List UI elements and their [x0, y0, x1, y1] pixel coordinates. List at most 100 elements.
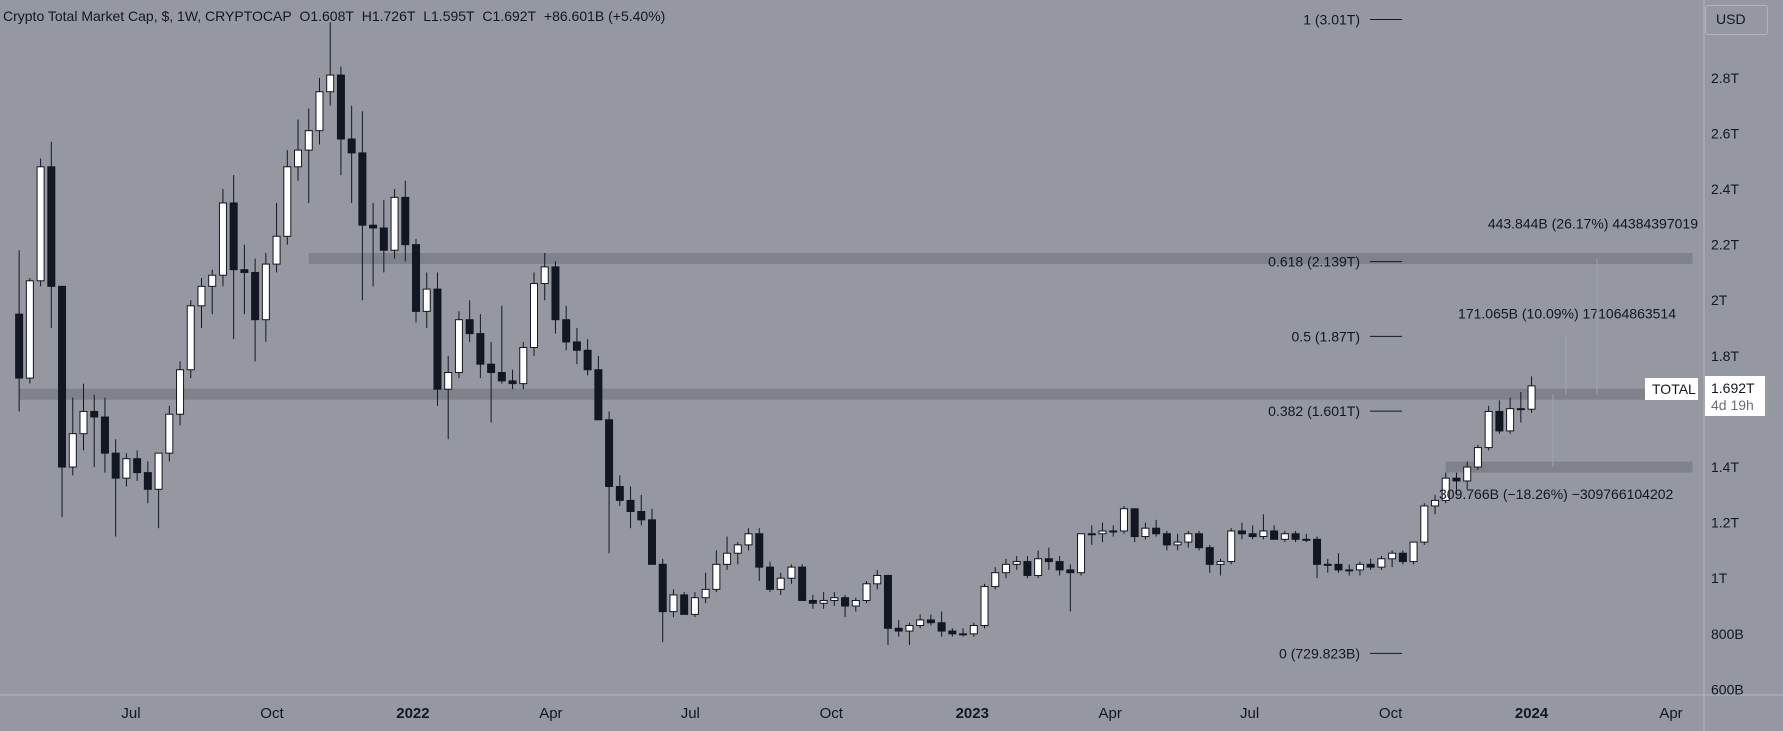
- candle-body: [1119, 508, 1128, 532]
- candle-body: [390, 196, 399, 251]
- candlestick-series: [15, 22, 1536, 645]
- candle-body: [336, 74, 345, 140]
- close-label: C: [482, 8, 493, 24]
- time-tick-label: 2023: [956, 705, 989, 722]
- price-tick-label: 1.2T: [1711, 515, 1739, 531]
- open-label: O: [299, 8, 311, 24]
- candle-body: [894, 627, 903, 632]
- candle-body: [626, 499, 635, 513]
- candle-body: [1398, 552, 1407, 563]
- time-tick-label: Apr: [1659, 705, 1682, 722]
- time-tick-label: Jul: [121, 705, 140, 722]
- symbol-legend: Crypto Total Market Cap, $, 1W, CRYPTOCA…: [3, 8, 665, 24]
- price-tick-label: 800B: [1711, 626, 1744, 642]
- candle-body: [315, 91, 324, 132]
- candle-body: [1216, 561, 1225, 565]
- candle-body: [1259, 530, 1268, 538]
- candle-body: [776, 577, 785, 590]
- candle-body: [540, 266, 549, 285]
- candle-body: [1420, 505, 1429, 543]
- candle-body: [519, 347, 528, 385]
- change-value: +86.601B (+5.40%): [543, 8, 666, 24]
- time-tick-label: Jul: [681, 705, 700, 722]
- candle-body: [1484, 410, 1493, 449]
- candle-body: [25, 280, 34, 379]
- candle-body: [1055, 561, 1064, 571]
- candle-body: [948, 630, 957, 635]
- candle-body: [798, 566, 807, 601]
- candle-body: [476, 333, 485, 365]
- candle-body: [1441, 477, 1450, 501]
- candle-body: [787, 566, 796, 579]
- fibonacci-retracement[interactable]: 1 (3.01T) 0.618 (2.139T) 0.5 (1.87T) 0.382 …: [1268, 11, 1402, 661]
- candle-body: [841, 597, 850, 607]
- candle-body: [808, 599, 817, 604]
- candle-body: [562, 319, 571, 343]
- price-tick-label: 2T: [1711, 292, 1728, 308]
- fib-level-label: 1 (3.01T): [1303, 11, 1360, 27]
- candle-body: [1237, 530, 1246, 535]
- candle-body: [444, 372, 453, 390]
- candle-body: [36, 166, 45, 282]
- candle-body: [1152, 527, 1161, 535]
- last-price-tag: TOTAL 1.692T 4d 19h: [1645, 376, 1765, 416]
- time-axis[interactable]: Jul Oct 2022 Apr Jul Oct 2023 Apr Jul Oct 2024 Apr: [121, 705, 1682, 722]
- price-range-measurements[interactable]: 443.844B (26.17%) 44384397019 171.065B (1…: [1439, 216, 1698, 503]
- time-tick-label: Apr: [1098, 705, 1121, 722]
- candle-body: [1270, 530, 1279, 540]
- candle-body: [304, 130, 313, 151]
- measurement-label: 443.844B (26.17%) 44384397019: [1488, 216, 1698, 232]
- candle-body: [680, 594, 689, 615]
- currency-button[interactable]: USD: [1705, 5, 1768, 35]
- candle-body: [1023, 561, 1032, 576]
- candle-body: [1334, 563, 1343, 571]
- price-tick-label: 2.4T: [1711, 181, 1739, 197]
- candle-body: [497, 372, 506, 382]
- price-axis[interactable]: 2.8T 2.6T 2.4T 2.2T 2T 1.8T 1.4T 1.2T 1T 800B 600B: [1711, 70, 1744, 698]
- candle-body: [100, 416, 109, 454]
- candle-body: [1012, 561, 1021, 565]
- candle-body: [186, 305, 195, 371]
- fib-level-label: 0.5 (1.87T): [1292, 328, 1360, 344]
- fib-level-label: 0.618 (2.139T): [1268, 254, 1360, 270]
- candle-body: [733, 544, 742, 554]
- candle-body: [133, 458, 142, 474]
- candle-body: [1184, 533, 1193, 543]
- measurement-label: 309.766B (−18.26%) −309766104202: [1439, 486, 1674, 502]
- price-tick-label: 600B: [1711, 681, 1744, 697]
- candle-body: [1227, 530, 1236, 563]
- candle-body: [412, 244, 421, 312]
- candle-body: [755, 533, 764, 568]
- candle-body: [530, 283, 539, 348]
- candle-body: [165, 413, 174, 454]
- candle-body: [208, 274, 217, 287]
- series-name-tag: [1645, 378, 1698, 400]
- candle-body: [1109, 530, 1118, 533]
- candle-body: [326, 74, 335, 93]
- candle-body: [487, 363, 496, 374]
- candle-body: [68, 433, 77, 468]
- candle-body: [572, 341, 581, 351]
- candle-body: [229, 202, 238, 271]
- candle-body: [1313, 538, 1322, 565]
- candle-body: [658, 563, 667, 613]
- time-tick-label: 2024: [1515, 705, 1549, 722]
- candle-body: [1280, 533, 1289, 540]
- horizontal-zone-2: [1445, 461, 1693, 473]
- candle-body: [937, 622, 946, 632]
- support-resistance-zones: [19, 253, 1693, 473]
- candle-body: [369, 224, 378, 229]
- candle-body: [991, 572, 1000, 588]
- price-tick-label: 1.8T: [1711, 348, 1739, 364]
- candle-body: [1141, 527, 1150, 538]
- fib-level-label: 0 (729.823B): [1279, 645, 1360, 661]
- price-tick-label: 2.2T: [1711, 237, 1739, 253]
- candle-body: [819, 599, 828, 604]
- candle-body: [347, 138, 356, 154]
- candle-body: [551, 266, 560, 321]
- candle-body: [647, 519, 656, 565]
- candle-body: [197, 285, 206, 307]
- candle-body: [1377, 558, 1386, 568]
- candle-body: [765, 566, 774, 590]
